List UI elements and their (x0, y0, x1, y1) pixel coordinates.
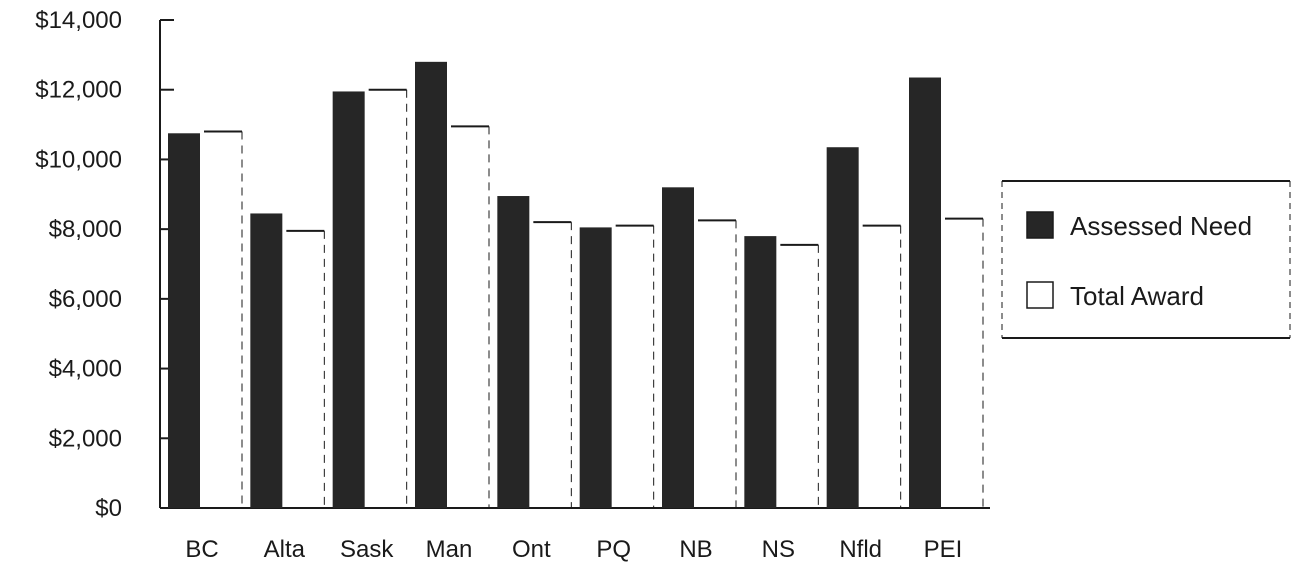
bar-group (497, 196, 572, 508)
bar-assessed-need (497, 196, 530, 508)
bar-assessed-need (744, 236, 777, 508)
bar-group (250, 213, 325, 508)
x-tick-label: NB (679, 536, 712, 563)
bar-group (579, 224, 655, 508)
y-tick-label: $2,000 (49, 425, 122, 452)
x-tick-label: Ont (512, 536, 551, 563)
y-tick-label: $8,000 (49, 216, 122, 243)
x-axis: BC Alta Sask Man Ont PQ NB NS Nfld PEI (160, 507, 990, 563)
bar-group (744, 236, 819, 508)
x-tick-label: Alta (264, 536, 306, 563)
bar-assessed-need (579, 227, 612, 508)
bar-assessed-need (332, 91, 365, 508)
x-tick-label: Man (426, 536, 473, 563)
x-tick-label: BC (185, 536, 218, 563)
bar-group (662, 187, 737, 509)
bar-assessed-need (168, 133, 200, 509)
bar-assessed-need (826, 147, 859, 508)
bar-group (168, 130, 243, 509)
bar-assessed-need (415, 61, 447, 508)
bar-group (415, 61, 490, 508)
bar-group (332, 88, 408, 508)
x-tick-label: Sask (340, 536, 394, 563)
legend-label-assessed-need: Assessed Need (1070, 211, 1252, 241)
legend-swatch-total-award (1026, 281, 1054, 309)
x-tick-label: PQ (596, 536, 631, 563)
bars (168, 61, 984, 509)
bar-assessed-need (250, 213, 283, 508)
y-axis: $0 $2,000 $4,000 $6,000 $8,000 $10,000 $12,000… (35, 7, 174, 522)
x-tick-label: NS (762, 536, 795, 563)
y-tick-label: $6,000 (49, 286, 122, 313)
y-tick-label: $4,000 (49, 356, 122, 383)
legend-swatch-assessed-need (1026, 211, 1054, 239)
legend: Assessed Need Total Award (1001, 180, 1291, 339)
bar-group (909, 77, 984, 508)
bar-group (826, 147, 902, 508)
bar-assessed-need (662, 187, 694, 509)
y-tick-label: $0 (95, 495, 122, 522)
y-tick-label: $12,000 (35, 77, 122, 104)
x-tick-label: PEI (924, 536, 963, 563)
y-tick-label: $14,000 (35, 7, 122, 34)
legend-label-total-award: Total Award (1070, 281, 1204, 311)
y-tick-label: $10,000 (35, 146, 122, 173)
bar-assessed-need (909, 77, 941, 508)
x-tick-label: Nfld (839, 536, 882, 563)
